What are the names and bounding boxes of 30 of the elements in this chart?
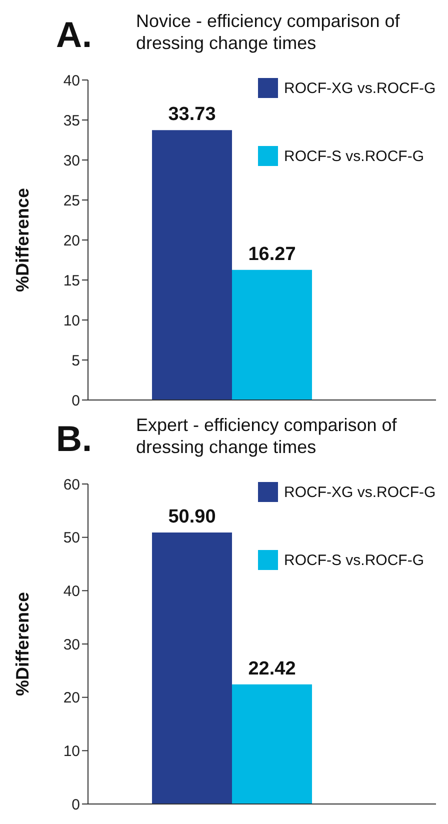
legend-label: ROCF-S vs.ROCF-G (283, 146, 425, 166)
y-tick-label: 15 (63, 272, 80, 290)
y-tick-label: 30 (63, 636, 80, 654)
data-label: 33.73 (168, 104, 216, 126)
data-label: 16.27 (248, 244, 296, 265)
y-tick-label: 30 (63, 152, 80, 170)
chart-title: Novice - efficiency comparison of dressing change times (136, 10, 401, 54)
y-tick-label: 35 (63, 112, 80, 130)
y-tick-label: 0 (72, 796, 80, 814)
chart-title: Expert - efficiency comparison of dressing change times (136, 414, 398, 458)
y-axis-title: %Difference (12, 592, 32, 696)
y-tick-label: 40 (63, 582, 80, 600)
data-label: 22.42 (248, 658, 296, 680)
legend-label: ROCF-XG vs.ROCF-G (283, 482, 437, 502)
y-tick-label: 10 (63, 312, 80, 330)
legend-label: ROCF-XG vs.ROCF-G (283, 78, 437, 98)
y-tick-label: 60 (63, 476, 80, 494)
y-tick-label: 20 (63, 690, 80, 707)
y-tick-label: 40 (63, 72, 80, 90)
data-label: 50.90 (168, 506, 216, 528)
y-tick-label: 10 (63, 742, 80, 760)
y-tick-label: 25 (63, 192, 80, 210)
text: B. (56, 418, 92, 460)
y-tick-label: 5 (72, 352, 80, 370)
y-tick-label: 0 (72, 392, 80, 410)
y-tick-label: 50 (63, 530, 80, 547)
y-axis-title: %Difference (12, 188, 32, 292)
text: A. (56, 14, 92, 56)
legend-label: ROCF-S vs.ROCF-G (283, 550, 425, 570)
y-tick-label: 20 (63, 232, 80, 250)
